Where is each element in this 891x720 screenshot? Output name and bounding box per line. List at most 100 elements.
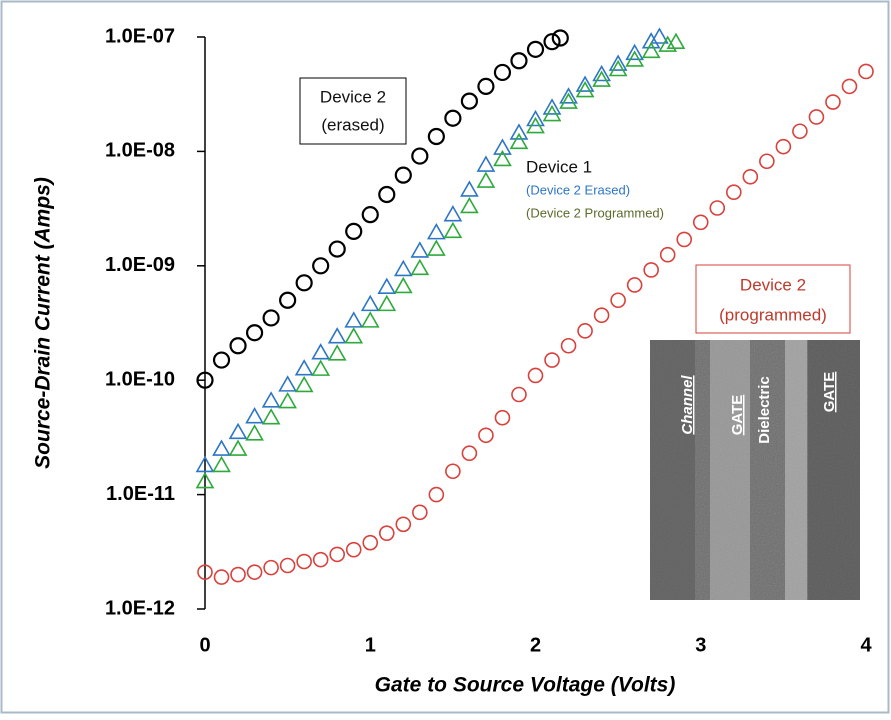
data-point [858,63,874,80]
data-point [477,77,495,95]
data-point [294,359,314,376]
data-point [460,180,479,197]
data-point [577,323,593,339]
y-tick-label: 1.0E-12 [105,597,175,619]
data-point [426,223,446,240]
data-point [527,367,544,384]
data-point [262,309,280,327]
data-point [476,171,496,188]
data-point [261,408,281,425]
annotation: Device 1 [526,157,592,176]
data-point [311,343,331,360]
x-tick-label: 2 [530,634,541,656]
annotation: Device 2 [320,87,386,106]
data-point [608,54,628,71]
data-point [709,200,726,216]
data-point [692,214,709,231]
inset-label: Channel [679,375,696,435]
data-point [279,291,297,309]
data-point [278,391,298,409]
data-point [345,541,362,558]
data-point [228,439,248,456]
data-point [393,276,413,294]
data-point [428,486,445,503]
data-point [213,569,230,585]
data-point [575,80,595,98]
data-point [228,422,248,440]
data-point [360,311,380,328]
data-point [230,566,246,583]
data-point [641,41,661,59]
data-point [610,292,626,309]
data-point [493,149,512,167]
data-point [626,277,643,293]
data-point [509,123,529,140]
data-point [559,87,578,104]
data-point [493,138,512,155]
data-point [510,52,528,70]
inset-image: Channel GATE Dielectric GATE [650,340,860,600]
inset-region [650,340,695,600]
data-point [526,109,545,127]
data-point [808,109,825,125]
data-point [212,351,231,369]
data-point [526,40,545,58]
inset-region [710,340,750,600]
data-point [296,553,312,570]
data-point [378,185,396,204]
data-point [526,116,545,134]
y-tick-label: 1.0E-11 [106,483,175,505]
annotation: (erased) [321,115,384,134]
data-point [345,222,363,240]
data-point [263,559,279,576]
y-axis-title: Source-Drain Current (Amps) [32,177,55,469]
data-point [377,294,397,312]
data-point [625,50,645,67]
series-label: (Device 2 Erased) [526,182,630,197]
data-point [426,239,446,256]
data-point [742,168,759,185]
data-point [658,35,678,52]
data-point [361,206,379,224]
data-point [312,551,329,568]
data-point [825,94,841,110]
data-point [394,166,412,184]
data-point [229,337,247,355]
data-point [411,147,429,165]
data-point [197,564,213,580]
data-point [445,463,461,480]
data-point [195,471,215,489]
data-point [344,327,364,344]
data-point [592,70,611,87]
data-point [551,29,569,47]
data-point [478,427,494,444]
data-point [377,277,397,295]
data-point [212,455,231,473]
data-point [460,196,479,214]
data-point [625,43,645,61]
data-point [775,138,792,155]
x-axis-title: Gate to Source Voltage (Volts) [375,674,676,697]
y-tick-label: 1.0E-07 [105,25,175,47]
data-point [261,391,281,408]
data-point [395,516,412,533]
x-tick-label: 4 [860,634,872,656]
data-point [461,445,478,462]
data-point [509,132,529,150]
y-tick-label: 1.0E-09 [105,254,175,276]
data-point [575,75,595,92]
data-point [559,92,578,109]
data-point [443,221,463,239]
data-point [494,409,511,426]
data-point [444,109,462,127]
annotation-box [299,77,407,145]
y-tick-label: 1.0E-10 [105,368,175,390]
x-tick-label: 1 [365,634,376,656]
data-point [443,205,463,222]
inset-region [808,340,860,600]
data-point [641,32,661,49]
data-point [560,337,577,354]
data-point [666,32,686,50]
data-point [246,564,263,580]
inset-label: GATE [821,372,838,413]
